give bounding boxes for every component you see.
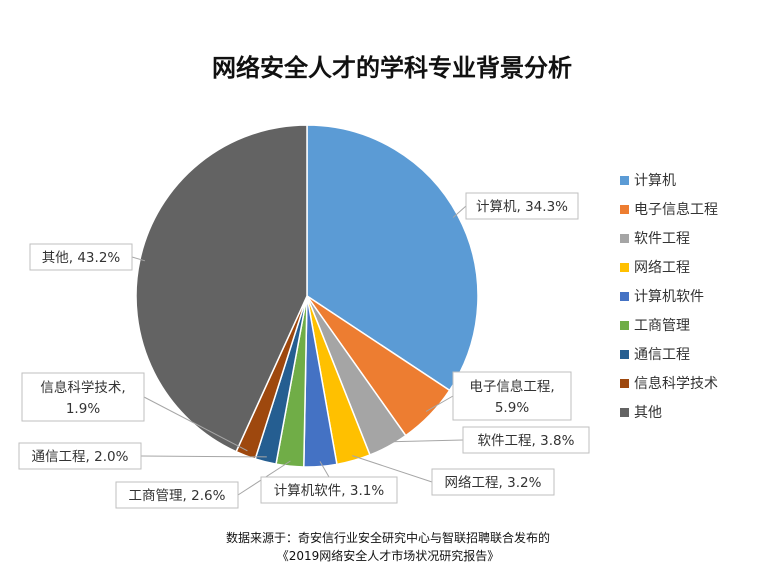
legend-swatch-8 bbox=[620, 408, 629, 417]
legend-label-0: 计算机 bbox=[634, 173, 676, 189]
legend-label-2: 软件工程 bbox=[634, 231, 690, 247]
source-line-1: 数据来源于：奇安信行业安全研究中心与智联招聘联合发布的 bbox=[226, 530, 550, 545]
leader-line-8 bbox=[131, 256, 146, 262]
data-label-box-4 bbox=[260, 476, 398, 504]
legend-swatch-2 bbox=[620, 234, 629, 243]
legend-swatch-7 bbox=[620, 379, 629, 388]
data-label-box-7 bbox=[21, 372, 145, 422]
chart-title: 网络安全人才的学科专业背景分析 bbox=[212, 53, 572, 82]
data-label-7-name: 信息科学技术, bbox=[40, 379, 125, 396]
legend-swatch-4 bbox=[620, 292, 629, 301]
data-label-6: 通信工程, 2.0% bbox=[32, 449, 129, 465]
legend-label-8: 其他 bbox=[634, 405, 662, 421]
legend-swatch-6 bbox=[620, 350, 629, 359]
leader-line-6 bbox=[140, 455, 267, 458]
data-label-7-value: 1.9% bbox=[66, 401, 100, 417]
source-line-2: 《2019网络安全人才市场状况研究报告》 bbox=[277, 548, 500, 563]
data-label-5: 工商管理, 2.6% bbox=[129, 488, 226, 504]
legend-label-6: 通信工程 bbox=[634, 347, 690, 363]
data-label-box-8 bbox=[29, 243, 133, 271]
legend-swatch-3 bbox=[620, 263, 629, 272]
legend-label-4: 计算机软件 bbox=[634, 289, 704, 305]
leader-line-3 bbox=[352, 455, 433, 483]
legend-swatch-5 bbox=[620, 321, 629, 330]
data-label-3: 网络工程, 3.2% bbox=[445, 475, 542, 491]
leader-line-1 bbox=[425, 395, 454, 412]
pie-slices bbox=[135, 124, 479, 468]
legend-label-3: 网络工程 bbox=[634, 260, 690, 276]
data-label-box-0 bbox=[465, 192, 579, 220]
leader-line-7 bbox=[143, 396, 248, 452]
data-label-box-1 bbox=[452, 371, 572, 421]
data-label-box-2 bbox=[462, 426, 590, 454]
data-labels: 计算机, 34.3% 电子信息工程, 5.9% 软件工程, 3.8% 网络工程, 3.2… bbox=[18, 192, 590, 509]
data-label-4: 计算机软件, 3.1% bbox=[274, 483, 385, 499]
legend-swatch-0 bbox=[620, 176, 629, 185]
legend-label-5: 工商管理 bbox=[634, 318, 690, 334]
leader-line-4 bbox=[319, 461, 330, 478]
legend-label-1: 电子信息工程 bbox=[634, 201, 718, 218]
data-label-1-name: 电子信息工程, bbox=[469, 378, 554, 395]
legend-label-7: 信息科学技术 bbox=[634, 375, 718, 392]
leader-line-2 bbox=[385, 439, 464, 443]
data-label-box-6 bbox=[18, 442, 142, 470]
data-label-box-5 bbox=[115, 481, 239, 509]
leader-line-0 bbox=[452, 205, 467, 218]
data-label-1-value: 5.9% bbox=[495, 400, 529, 416]
data-label-0: 计算机, 34.3% bbox=[476, 199, 568, 215]
legend-swatch-1 bbox=[620, 205, 629, 214]
leader-lines bbox=[131, 205, 467, 496]
data-label-box-3 bbox=[431, 468, 555, 496]
data-label-2: 软件工程, 3.8% bbox=[478, 433, 575, 449]
data-label-8: 其他, 43.2% bbox=[42, 250, 121, 266]
